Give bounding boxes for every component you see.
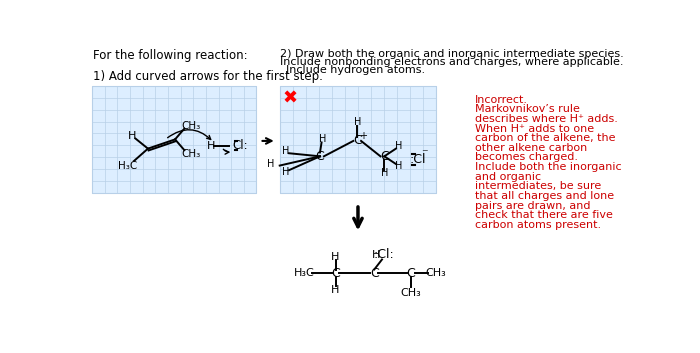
Text: that all charges and lone: that all charges and lone — [475, 191, 614, 201]
Text: 2) Draw both the organic and inorganic intermediate species.: 2) Draw both the organic and inorganic i… — [280, 48, 624, 59]
Text: becomes charged.: becomes charged. — [475, 152, 578, 162]
Text: CH₃: CH₃ — [181, 149, 200, 159]
Text: H: H — [331, 285, 340, 294]
Text: Include hydrogen atoms.: Include hydrogen atoms. — [286, 65, 425, 76]
Text: H: H — [282, 146, 290, 156]
Text: pairs are drawn, and: pairs are drawn, and — [475, 201, 591, 211]
Text: and organic: and organic — [475, 172, 541, 182]
Text: :Cl:: :Cl: — [373, 249, 394, 261]
Text: CH₃: CH₃ — [181, 120, 200, 131]
Text: intermediates, be sure: intermediates, be sure — [475, 181, 601, 191]
Text: H: H — [395, 161, 402, 171]
FancyArrowPatch shape — [223, 149, 229, 154]
Text: H₃C: H₃C — [118, 161, 137, 170]
Text: CH₃: CH₃ — [400, 288, 421, 298]
Text: Incorrect.: Incorrect. — [475, 95, 528, 105]
Text: Include both the inorganic: Include both the inorganic — [475, 162, 622, 172]
Text: When H⁺ adds to one: When H⁺ adds to one — [475, 124, 594, 133]
Text: carbon of the alkene, the: carbon of the alkene, the — [475, 133, 615, 143]
Text: :Cl: :Cl — [409, 153, 426, 166]
Text: Include nonbonding electrons and charges, where applicable.: Include nonbonding electrons and charges… — [280, 57, 623, 67]
Text: Cl:: Cl: — [232, 139, 248, 152]
Text: 1) Add curved arrows for the first step.: 1) Add curved arrows for the first step. — [93, 70, 323, 83]
Text: H: H — [282, 167, 290, 177]
Text: ✖: ✖ — [283, 89, 298, 107]
Text: other alkene carbon: other alkene carbon — [475, 143, 587, 153]
Text: Markovnikov’s rule: Markovnikov’s rule — [475, 104, 580, 114]
Text: C: C — [331, 267, 340, 280]
Text: C: C — [316, 150, 324, 163]
Text: CH₃: CH₃ — [425, 268, 446, 279]
Text: +: + — [358, 131, 367, 140]
Text: H: H — [267, 159, 274, 169]
Text: check that there are five: check that there are five — [475, 210, 613, 220]
Text: H: H — [128, 131, 136, 141]
Text: H: H — [395, 141, 402, 151]
Text: H: H — [381, 168, 388, 178]
Text: H: H — [207, 140, 216, 150]
Text: H: H — [331, 252, 340, 262]
Text: For the following reaction:: For the following reaction: — [93, 48, 248, 61]
Text: H: H — [354, 118, 361, 127]
Text: C: C — [370, 267, 379, 280]
Text: C: C — [406, 267, 415, 280]
Text: C: C — [380, 150, 389, 163]
Text: H₃C: H₃C — [294, 268, 315, 279]
Bar — [92, 86, 256, 192]
Text: C: C — [353, 134, 362, 148]
Text: describes where H⁺ adds.: describes where H⁺ adds. — [475, 114, 618, 124]
FancyArrowPatch shape — [167, 130, 211, 139]
Bar — [280, 86, 436, 192]
Text: H: H — [318, 134, 326, 144]
Text: ⁻: ⁻ — [421, 148, 428, 161]
Text: carbon atoms present.: carbon atoms present. — [475, 220, 601, 230]
Text: H: H — [372, 250, 380, 260]
